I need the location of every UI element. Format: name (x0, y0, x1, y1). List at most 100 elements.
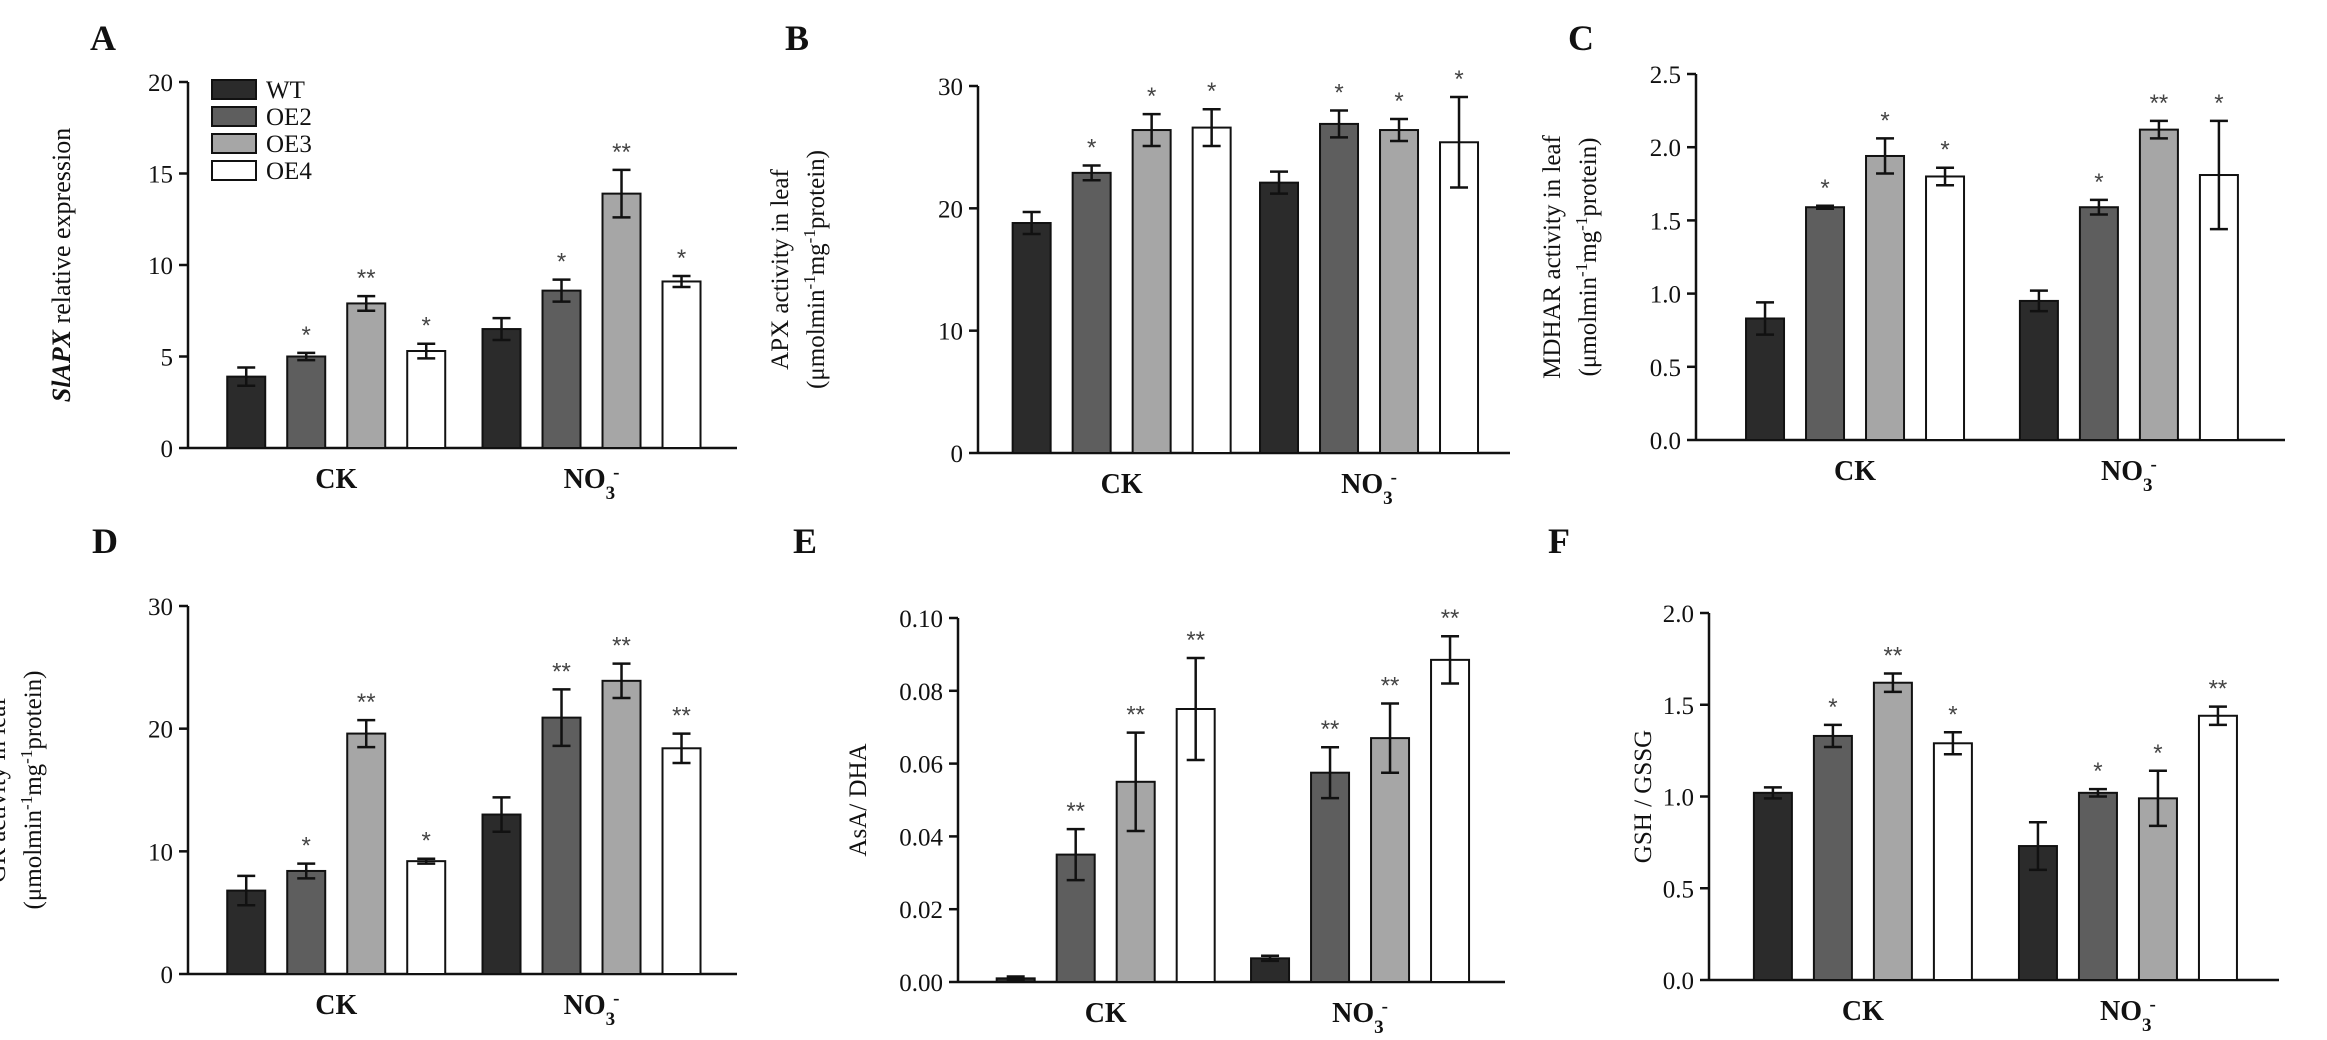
bar-oe2-no3 (1319, 122, 1360, 454)
y-axis-label: AsA/ DHA (845, 743, 872, 856)
category-label-sup: - (2150, 994, 2156, 1015)
category-label-text: NO (2101, 456, 2143, 487)
bar-oe2-ck (1805, 206, 1846, 441)
category-label-text: CK (1101, 469, 1143, 500)
y-tick-label: 2.0 (1663, 601, 1694, 628)
y-tick-label: 0.0 (1650, 428, 1681, 455)
y-axis-label-part: mg (1575, 230, 1602, 262)
y-axis-label-part: APX activity in leaf (767, 169, 794, 370)
category-label: CK (1101, 469, 1143, 500)
significance-label: ** (1066, 798, 1085, 825)
significance-label: * (1147, 83, 1156, 110)
legend-swatch (211, 133, 257, 154)
y-axis-label-part: -1 (17, 796, 36, 810)
y-tick-label: 0 (951, 441, 964, 468)
y-axis-label-part: GR activity in leaf (0, 697, 11, 883)
significance-label: * (1334, 79, 1343, 106)
significance-label: * (1454, 66, 1463, 93)
y-axis-label-part: -1 (800, 275, 819, 289)
category-label-text: CK (1085, 998, 1127, 1029)
bar-oe2-ck (1812, 734, 1853, 981)
y-axis-label-part: APX (47, 329, 76, 382)
y-tick-label: 0.02 (899, 897, 943, 924)
bar-oe3-ck (346, 732, 387, 975)
y-tick-label: 1.5 (1650, 208, 1681, 235)
bar-oe3-ck (1131, 129, 1172, 454)
category-label: NO3- (2101, 454, 2157, 496)
category-label-text: NO (564, 990, 606, 1021)
bar-wt-no3 (2018, 299, 2059, 442)
category-label-sub: 3 (2143, 475, 2153, 496)
y-tick-label: 20 (938, 196, 963, 223)
bar-oe2-no3 (541, 289, 582, 449)
significance-label: * (2214, 90, 2223, 117)
category-label-sub: 3 (1374, 1017, 1384, 1038)
y-tick-label: 0.06 (899, 752, 943, 779)
y-tick-label: 0.5 (1663, 876, 1694, 903)
significance-label: ** (1381, 673, 1400, 700)
legend-swatch (211, 79, 257, 100)
bar-wt-no3 (1259, 181, 1300, 454)
significance-label: ** (1321, 716, 1340, 743)
category-label-text: CK (315, 990, 357, 1021)
y-tick-label: 10 (148, 253, 173, 280)
category-label-sup: - (1391, 467, 1397, 488)
y-tick-label: 0.00 (899, 970, 943, 997)
bar-oe3-no3 (2137, 797, 2178, 982)
category-label-text: NO (1341, 469, 1383, 500)
bar-oe3-no3 (1379, 129, 1420, 454)
y-axis-label-part: -1 (17, 750, 36, 764)
y-axis-label: GSH / GSSG (1630, 730, 1657, 863)
y-axis-label-part: (μmolmin (1575, 276, 1602, 376)
bar-oe2-no3 (1310, 771, 1351, 984)
y-tick-label: 0.08 (899, 679, 943, 706)
significance-label: * (2093, 758, 2102, 785)
significance-label: * (1087, 135, 1096, 162)
y-axis-label-part: relative expression (47, 128, 76, 330)
panel-letter: B (785, 18, 809, 58)
significance-label: * (1207, 78, 1216, 105)
y-axis-label: MDHAR activity in leaf (μmolmin-1mg-1prot… (1539, 134, 1602, 378)
category-label-text: CK (1842, 996, 1884, 1027)
category-label: CK (315, 464, 357, 495)
bar-wt-ck (1745, 317, 1786, 442)
panel-letter: C (1568, 18, 1594, 58)
category-label-sub: 3 (2142, 1015, 2152, 1036)
y-axis-label-part: mg (803, 243, 830, 275)
y-axis-label-part: (μmolmin (803, 289, 830, 389)
panel-letter: F (1548, 521, 1570, 561)
bar-oe3-no3 (2138, 128, 2179, 442)
significance-label: ** (357, 689, 376, 716)
bar-oe4-ck (1932, 742, 1973, 981)
y-axis-label-part: (μmolmin (20, 809, 47, 909)
bar-oe2-ck (1055, 853, 1096, 983)
significance-label: ** (2150, 90, 2169, 117)
bar-oe2-no3 (2077, 791, 2118, 982)
y-tick-label: 15 (148, 162, 173, 189)
category-label-sub: 3 (606, 483, 616, 504)
y-tick-label: 5 (161, 345, 174, 372)
category-label-text: CK (1834, 456, 1876, 487)
category-label: NO3- (564, 988, 620, 1030)
bar-oe3-ck (1872, 681, 1913, 981)
bar-oe4-no3 (661, 747, 702, 975)
y-axis-label-part: protein) (20, 671, 47, 750)
legend-swatch (211, 160, 257, 181)
legend-label: OE2 (266, 104, 312, 131)
category-label: CK (1842, 996, 1884, 1027)
y-tick-label: 0.0 (1663, 968, 1694, 995)
bar-oe4-no3 (2197, 714, 2238, 981)
category-label-sub: 3 (606, 1009, 616, 1030)
bar-wt-no3 (481, 328, 522, 449)
y-axis-label-part: -1 (800, 229, 819, 243)
y-tick-label: 30 (938, 74, 963, 101)
bar-oe2-no3 (2078, 206, 2119, 441)
bar-oe2-ck (286, 869, 327, 976)
y-axis-label-line: (μmolmin-1mg-1protein) (1572, 138, 1603, 377)
significance-label: ** (2209, 676, 2228, 703)
y-axis-label-part: Sl (47, 380, 76, 402)
y-axis-label-line: AsA/ DHA (845, 743, 872, 856)
